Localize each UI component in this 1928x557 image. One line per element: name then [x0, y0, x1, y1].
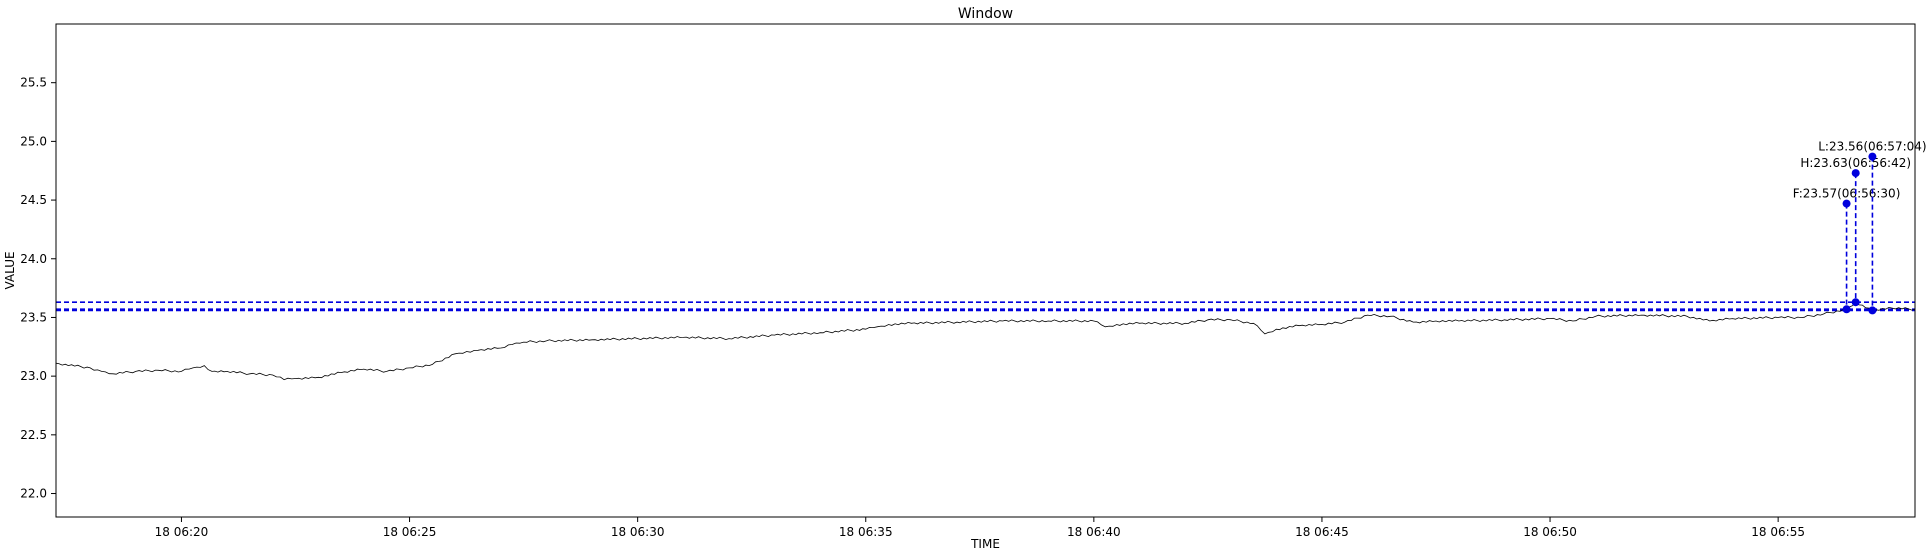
y-tick-label: 22.0 [20, 487, 47, 501]
marker-label: L:23.56(06:57:04) [1818, 140, 1926, 154]
plot-frame [55, 23, 1916, 518]
x-tick-label: 18 06:30 [611, 525, 665, 539]
marker-point-high [1851, 169, 1860, 178]
marker-point-low [1851, 298, 1860, 307]
marker-point-low [1842, 305, 1851, 314]
chart-title: Window [958, 6, 1013, 22]
marker-point-low [1868, 306, 1877, 315]
x-tick-label: 18 06:35 [839, 525, 893, 539]
x-tick-label: 18 06:25 [383, 525, 437, 539]
y-tick-label: 23.0 [20, 369, 47, 383]
x-axis-label: TIME [970, 537, 1000, 551]
marker-label: H:23.63(06:56:42) [1800, 156, 1911, 170]
y-tick-label: 24.0 [20, 252, 47, 266]
annotations: F:23.57(06:56:30) H:23.63(06:56:42) L:23.5… [1793, 140, 1927, 315]
y-tick-label: 25.0 [20, 134, 47, 148]
x-tick-label: 18 06:55 [1751, 525, 1805, 539]
series-line [56, 301, 1915, 381]
y-tick-label: 24.5 [20, 193, 47, 207]
y-tick-label: 25.5 [20, 76, 47, 90]
x-axis: 18 06:20 18 06:25 18 06:30 18 06:35 18 06:40… [155, 517, 1805, 539]
marker-label: F:23.57(06:56:30) [1793, 187, 1901, 201]
x-tick-label: 18 06:40 [1067, 525, 1121, 539]
y-axis: 22.0 22.5 23.0 23.5 24.0 24.5 25.0 25.5 [20, 76, 56, 501]
marker-point-high [1842, 199, 1851, 208]
y-axis-label: VALUE [3, 251, 17, 289]
x-tick-label: 18 06:45 [1295, 525, 1349, 539]
marker-point-high [1868, 152, 1877, 161]
x-tick-label: 18 06:50 [1523, 525, 1577, 539]
y-tick-label: 23.5 [20, 310, 47, 324]
y-tick-label: 22.5 [20, 428, 47, 442]
x-tick-label: 18 06:20 [155, 525, 209, 539]
